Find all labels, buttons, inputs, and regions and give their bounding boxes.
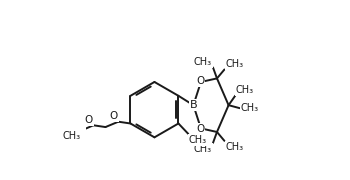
Text: O: O [85,115,93,125]
Text: CH₃: CH₃ [189,135,207,145]
Text: O: O [196,76,204,86]
Text: CH₃: CH₃ [240,103,259,113]
Text: O: O [196,124,204,134]
Text: CH₃: CH₃ [225,142,244,152]
Text: CH₃: CH₃ [236,85,254,95]
Text: CH₃: CH₃ [63,131,80,141]
Text: CH₃: CH₃ [194,57,212,67]
Text: B: B [190,100,197,110]
Text: CH₃: CH₃ [194,144,212,154]
Text: CH₃: CH₃ [225,59,244,69]
Text: O: O [110,111,118,121]
